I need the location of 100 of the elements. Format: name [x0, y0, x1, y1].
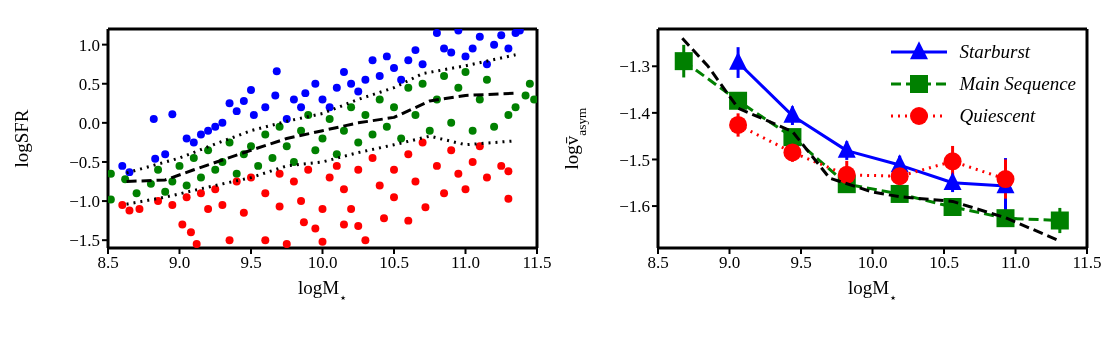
point: [339, 220, 348, 229]
point: [996, 170, 1015, 189]
point: [375, 181, 384, 190]
point: [390, 193, 398, 202]
point: [482, 60, 491, 69]
point: [390, 165, 398, 174]
point: [196, 130, 205, 139]
point: [468, 126, 477, 135]
y-tick-label: −1.5: [69, 231, 100, 251]
point: [432, 161, 441, 170]
point: [325, 173, 334, 182]
line-series: [125, 53, 518, 175]
point: [332, 150, 341, 159]
point: [354, 138, 363, 147]
point: [390, 103, 398, 112]
point: [475, 95, 484, 104]
point: [454, 169, 463, 178]
point: [304, 165, 313, 174]
point: [175, 161, 184, 170]
point: [282, 240, 291, 248]
x-axis-title: logM$_{⋆}$: [847, 277, 898, 305]
point: [1050, 211, 1069, 230]
point: [375, 95, 384, 104]
point: [272, 67, 281, 76]
point: [318, 204, 327, 213]
point: [297, 126, 306, 135]
point: [354, 165, 363, 174]
point: [390, 64, 398, 73]
point: [461, 52, 470, 61]
point: [482, 75, 491, 84]
point: [261, 189, 270, 198]
point: [837, 165, 856, 184]
point: [289, 157, 298, 166]
point: [182, 181, 191, 190]
point: [511, 103, 520, 112]
point: [368, 56, 377, 65]
point: [361, 75, 370, 84]
point: [196, 173, 205, 182]
point: [132, 189, 141, 198]
point: [339, 126, 348, 135]
point: [440, 71, 449, 80]
point: [468, 157, 477, 166]
point: [182, 193, 191, 202]
point: [447, 48, 456, 57]
point: [404, 56, 413, 65]
point: [943, 152, 962, 171]
point: [225, 138, 234, 147]
point: [447, 118, 456, 127]
point: [118, 161, 127, 170]
point: [108, 195, 115, 204]
point: [178, 220, 187, 229]
point: [461, 68, 470, 76]
x-axis-title: logM$_{⋆}$: [297, 277, 348, 305]
point: [271, 91, 280, 100]
x-tick-label: 11.0: [1000, 253, 1031, 273]
legend-label: Main Sequence: [959, 73, 1076, 95]
point: [211, 185, 220, 194]
point: [289, 177, 298, 186]
point: [261, 130, 270, 139]
point: [347, 204, 356, 213]
point: [225, 236, 234, 245]
point: [311, 79, 320, 88]
point: [247, 142, 255, 151]
point: [154, 197, 163, 206]
x-tick-label: 9.0: [168, 253, 191, 273]
point: [192, 240, 201, 248]
x-tick-label: 11.5: [1072, 253, 1102, 273]
point: [225, 99, 234, 108]
point: [729, 115, 748, 134]
point: [118, 201, 127, 209]
point: [504, 111, 513, 120]
point: [475, 32, 484, 41]
y-tick-label: −1.6: [619, 197, 650, 217]
point: [504, 167, 513, 176]
point: [418, 60, 427, 69]
point: [161, 187, 170, 196]
point: [261, 236, 270, 245]
point: [301, 89, 310, 98]
point: [254, 161, 263, 170]
point: [530, 95, 537, 104]
y-tick-label: −1.0: [69, 192, 100, 212]
point: [361, 236, 370, 245]
x-tick-label: 10.0: [307, 253, 338, 273]
point: [325, 103, 334, 112]
point: [318, 95, 327, 104]
point: [311, 146, 320, 155]
point: [525, 79, 534, 88]
point: [299, 218, 308, 227]
y-axis-title: logSFR: [11, 109, 32, 168]
point: [125, 206, 134, 215]
legend-label: Quiescent: [959, 105, 1036, 127]
point: [347, 79, 356, 88]
point: [339, 68, 348, 76]
point: [411, 177, 420, 186]
point: [268, 154, 277, 163]
point: [890, 167, 909, 186]
point: [361, 111, 370, 120]
point: [397, 134, 406, 143]
point: [504, 194, 513, 203]
point: [232, 107, 241, 116]
